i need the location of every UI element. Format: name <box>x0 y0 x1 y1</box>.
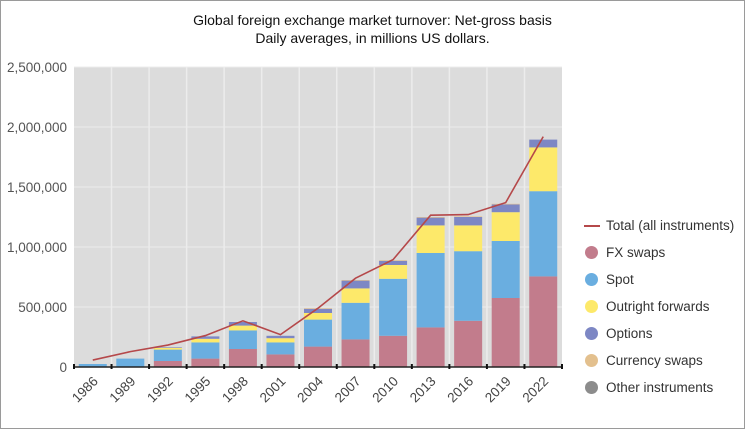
bar-segment-spot <box>78 364 107 367</box>
bar-segment-spot <box>341 302 370 340</box>
bar-segment-spot <box>304 319 332 347</box>
bar-segment-currency-swaps <box>341 280 370 281</box>
legend-item[interactable]: Currency swaps <box>582 347 734 374</box>
bar-segment-spot <box>116 358 145 367</box>
legend-dot-icon <box>585 246 598 259</box>
x-tick-label: 1989 <box>107 374 139 406</box>
bar-segment-outright-forwards <box>228 325 257 331</box>
y-tick-label: 2,000,000 <box>7 120 67 135</box>
chart-subtitle: Daily averages, in millions US dollars. <box>255 30 490 46</box>
total-line <box>92 136 544 361</box>
y-tick-label: 1,000,000 <box>7 240 67 255</box>
bar-segment-outright-forwards <box>266 338 295 343</box>
bar-segment-outright-forwards <box>341 288 370 303</box>
x-tick-label: 2013 <box>407 374 439 406</box>
bar-segment-options <box>266 335 295 339</box>
x-tick-label: 2010 <box>369 374 401 406</box>
x-tick-label: 2007 <box>332 374 364 406</box>
legend-label: Total (all instruments) <box>606 218 735 233</box>
legend-dot-icon <box>585 354 598 367</box>
bar-segment-options <box>529 139 558 148</box>
bar-segment-currency-swaps <box>379 260 408 261</box>
y-tick-label: 500,000 <box>18 300 67 315</box>
bar-segment-outright-forwards <box>454 225 483 252</box>
bar-segment-outright-forwards <box>153 347 182 350</box>
legend-dot-icon <box>585 300 598 313</box>
bar-segment-currency-swaps <box>491 203 520 205</box>
bar-segment-spot <box>228 330 257 349</box>
x-tick-label: 2022 <box>519 374 551 406</box>
bar-segment-options <box>416 217 445 226</box>
bar-segment-fx-swaps <box>153 361 182 367</box>
legend-item[interactable]: Options <box>582 320 734 347</box>
x-tick-label: 1986 <box>69 374 101 406</box>
y-tick-label: 0 <box>59 360 67 375</box>
bar-segment-outright-forwards <box>379 265 408 279</box>
bar-segment-options <box>491 204 520 213</box>
x-tick-label: 1995 <box>182 374 214 406</box>
x-tick-label: 1992 <box>144 374 176 406</box>
x-tick-label: 2019 <box>482 374 514 406</box>
legend-label: FX swaps <box>606 245 666 260</box>
chart-title: Global foreign exchange market turnover:… <box>193 12 552 28</box>
bar-segment-fx-swaps <box>454 320 483 367</box>
legend-dot-icon <box>585 381 598 394</box>
bar-segment-options <box>304 308 332 313</box>
bar-segment-options <box>341 280 370 289</box>
legend-label: Options <box>606 326 653 341</box>
bar-segment-fx-swaps <box>416 327 445 367</box>
legend-item[interactable]: Total (all instruments) <box>582 212 734 239</box>
bar-segment-fx-swaps <box>491 298 520 367</box>
legend-label: Outright forwards <box>606 299 710 314</box>
bar-segment-outright-forwards <box>304 313 332 320</box>
x-tick-label: 2016 <box>444 374 476 406</box>
x-tick-label: 2001 <box>257 374 289 406</box>
bar-segment-fx-swaps <box>266 354 295 367</box>
bar-segment-fx-swaps <box>191 358 220 367</box>
legend-dot-icon <box>585 327 598 340</box>
bar-segment-spot <box>416 253 445 328</box>
bar-segment-outright-forwards <box>529 147 558 192</box>
y-tick-label: 1,500,000 <box>7 180 67 195</box>
bar-segment-options <box>379 260 408 265</box>
bar-segment-currency-swaps <box>416 217 445 218</box>
bar-segment-spot <box>266 342 295 355</box>
bar-segment-fx-swaps <box>379 335 408 367</box>
bar-segment-fx-swaps <box>304 346 332 367</box>
bar-segment-outright-forwards <box>416 225 445 253</box>
bar-segment-fx-swaps <box>228 349 257 367</box>
legend-item[interactable]: FX swaps <box>582 239 734 266</box>
bar-segment-spot <box>191 342 220 359</box>
legend-item[interactable]: Spot <box>582 266 734 293</box>
legend-label: Other instruments <box>606 380 714 395</box>
bar-segment-spot <box>379 278 408 336</box>
bar-segment-options <box>153 347 182 348</box>
bar-segment-options <box>228 322 257 326</box>
bar-segment-options <box>191 336 220 339</box>
legend-item[interactable]: Other instruments <box>582 374 734 401</box>
legend-item[interactable]: Outright forwards <box>582 293 734 320</box>
bar-segment-options <box>454 217 483 226</box>
legend-line-icon <box>584 224 600 227</box>
legend-label: Spot <box>606 272 634 287</box>
bar-segment-outright-forwards <box>191 338 220 343</box>
legend-dot-icon <box>585 273 598 286</box>
legend: Total (all instruments) FX swaps Spot Outri… <box>582 212 734 401</box>
bar-segment-fx-swaps <box>341 339 370 367</box>
bar-segment-outright-forwards <box>491 212 520 241</box>
bar-segment-spot <box>491 241 520 298</box>
x-tick-label: 2004 <box>294 373 326 405</box>
bar-segment-spot <box>529 191 558 277</box>
legend-label: Currency swaps <box>606 353 703 368</box>
bar-segment-fx-swaps <box>529 276 558 367</box>
bar-segment-currency-swaps <box>454 216 483 217</box>
x-tick-label: 1998 <box>219 374 251 406</box>
bar-segment-spot <box>153 349 182 361</box>
bar-segment-spot <box>454 251 483 321</box>
y-tick-label: 2,500,000 <box>7 60 67 75</box>
